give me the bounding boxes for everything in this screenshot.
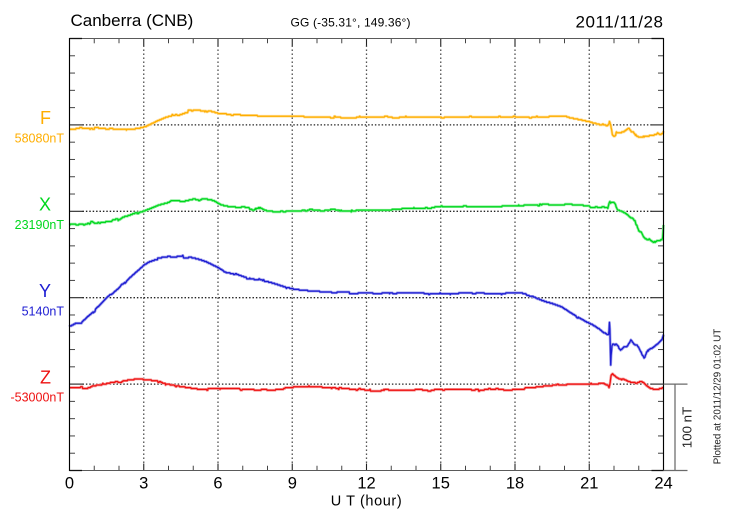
svg-text:5140nT: 5140nT [22, 304, 65, 318]
svg-text:-53000nT: -53000nT [10, 391, 64, 405]
svg-text:24: 24 [654, 475, 672, 493]
svg-text:3: 3 [139, 475, 148, 493]
svg-text:Canberra (CNB): Canberra (CNB) [71, 11, 194, 30]
svg-text:F: F [40, 108, 51, 128]
svg-text:58080nT: 58080nT [15, 132, 65, 146]
svg-text:12: 12 [357, 475, 375, 493]
svg-text:23190nT: 23190nT [15, 218, 65, 232]
svg-text:21: 21 [580, 475, 598, 493]
svg-text:2011/11/28: 2011/11/28 [575, 13, 663, 32]
svg-text:9: 9 [288, 475, 297, 493]
svg-text:15: 15 [432, 475, 450, 493]
svg-text:100 nT: 100 nT [680, 407, 695, 448]
svg-text:GG (-35.31°, 149.36°): GG (-35.31°, 149.36°) [291, 16, 411, 30]
svg-text:Plotted at 2011/12/29 01:02 UT: Plotted at 2011/12/29 01:02 UT [713, 329, 724, 464]
svg-text:0: 0 [65, 475, 74, 493]
svg-text:6: 6 [213, 475, 222, 493]
svg-text:Y: Y [39, 281, 51, 301]
svg-text:Z: Z [40, 367, 51, 387]
svg-text:X: X [39, 195, 51, 215]
svg-text:18: 18 [506, 475, 524, 493]
svg-text:U T (hour): U T (hour) [331, 494, 403, 510]
